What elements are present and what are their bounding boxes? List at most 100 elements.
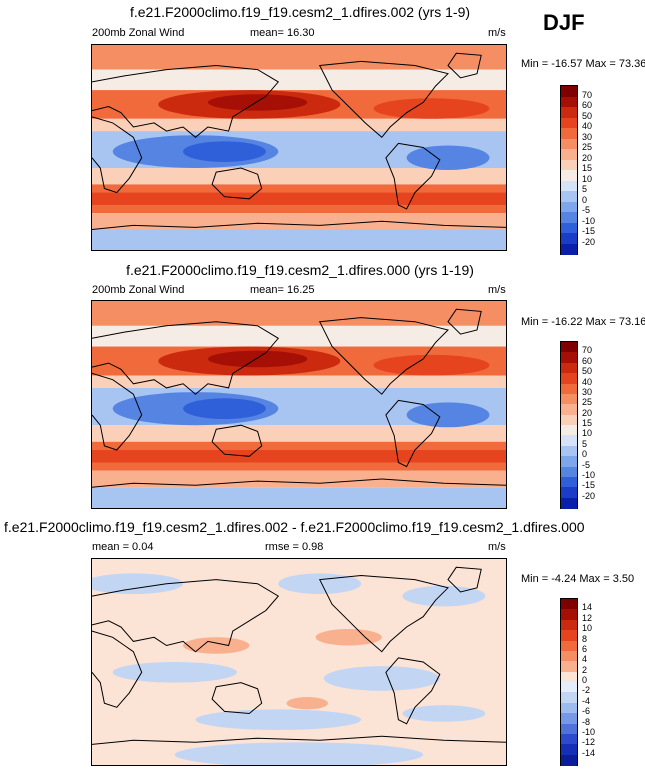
southern-jet bbox=[92, 450, 506, 463]
panel-2-variable-label: 200mb Zonal Wind bbox=[92, 284, 185, 296]
colorbar-tick-label: 5 bbox=[582, 184, 588, 194]
coastline bbox=[211, 167, 263, 200]
colorbar-tick-label: 25 bbox=[582, 397, 593, 408]
colorbar-tick-label: 70 bbox=[582, 345, 593, 356]
colorbar-tick-label: 50 bbox=[582, 110, 593, 121]
colorbar-tick-label: 60 bbox=[582, 100, 593, 110]
colorbar-swatch bbox=[561, 212, 577, 223]
panel-1-title: f.e21.F2000climo.f19_f19.cesm2_1.dfires.… bbox=[129, 4, 471, 20]
colorbar-tick-label: -20 bbox=[582, 236, 596, 247]
colorbar-swatch bbox=[561, 456, 577, 467]
colorbar-tick-label: 14 bbox=[582, 602, 593, 613]
panel-1-mean-label: mean= 16.30 bbox=[250, 27, 315, 39]
panel-3-mean-label: mean = 0.04 bbox=[92, 541, 154, 553]
colorbar-tick-label: 10 bbox=[582, 623, 593, 634]
colorbar-swatch bbox=[561, 191, 577, 202]
colorbar-swatch bbox=[561, 362, 577, 374]
colorbar-swatch bbox=[561, 86, 577, 97]
colorbar-swatch bbox=[561, 373, 577, 384]
colorbar-swatch bbox=[561, 744, 577, 756]
colorbar-tick-label: 10 bbox=[582, 173, 593, 184]
coastline bbox=[211, 424, 263, 457]
panel-2-map-graphic bbox=[92, 301, 506, 508]
anomaly-region bbox=[286, 697, 328, 710]
panel-3-minmax: Min = -4.24 Max = 3.50 bbox=[521, 573, 635, 585]
colorbar-tick-label: 30 bbox=[582, 386, 593, 397]
panel-3-rmse-label: rmse = 0.98 bbox=[265, 541, 324, 553]
coastline bbox=[318, 60, 449, 139]
colorbar-tick-label: -5 bbox=[582, 205, 591, 215]
panel-2-title: f.e21.F2000climo.f19_f19.cesm2_1.dfires.… bbox=[126, 262, 474, 278]
coastline bbox=[92, 116, 143, 194]
wind-band bbox=[92, 425, 506, 442]
wind-band bbox=[92, 69, 506, 91]
colorbar-tick-label: 10 bbox=[582, 428, 593, 439]
colorbar-tick-label: 0 bbox=[582, 675, 588, 685]
season-label: DJF bbox=[543, 10, 585, 35]
wind-band bbox=[92, 325, 506, 347]
colorbar-swatch bbox=[561, 661, 577, 673]
colorbar-swatch bbox=[561, 233, 577, 244]
colorbar-tick-label: 2 bbox=[582, 664, 588, 675]
colorbar-tick-label: -4 bbox=[582, 695, 591, 706]
colorbar-swatch bbox=[561, 630, 577, 641]
colorbar-tick-label: -15 bbox=[582, 480, 596, 491]
colorbar-swatch bbox=[561, 342, 577, 353]
colorbar-swatch bbox=[561, 692, 577, 704]
coastline bbox=[385, 399, 441, 468]
colorbar-tick-label: -5 bbox=[582, 459, 591, 470]
colorbar-swatch bbox=[561, 149, 577, 160]
anomaly-region bbox=[323, 666, 440, 691]
atlantic-easterlies bbox=[406, 145, 490, 171]
colorbar-swatch bbox=[561, 754, 577, 766]
panel-2-minmax: Min = -16.22 Max = 73.16 bbox=[521, 316, 645, 328]
colorbar-swatch bbox=[561, 243, 577, 255]
panel-1-variable-label: 200mb Zonal Wind bbox=[92, 27, 185, 39]
colorbar-tick-label: -6 bbox=[582, 706, 591, 717]
panel-1-units-label: m/s bbox=[488, 27, 506, 39]
colorbar-swatch bbox=[561, 128, 577, 139]
coastline bbox=[92, 220, 506, 230]
colorbar-swatch bbox=[561, 352, 577, 364]
colorbar-swatch bbox=[561, 180, 577, 192]
colorbar-swatch bbox=[561, 702, 577, 714]
colorbar-swatch bbox=[561, 117, 577, 129]
colorbar-tick-label: -8 bbox=[582, 716, 591, 727]
wind-band bbox=[92, 301, 506, 326]
panel-2-mean-label: mean= 16.25 bbox=[250, 284, 315, 296]
colorbar-swatch bbox=[561, 96, 577, 108]
anomaly-region bbox=[112, 662, 237, 683]
colorbar-tick-label: 40 bbox=[582, 376, 593, 387]
anomaly-region bbox=[195, 709, 362, 730]
colorbar-tick-label: 5 bbox=[582, 438, 588, 449]
wind-band bbox=[92, 229, 506, 250]
colorbar-tick-label: 70 bbox=[582, 89, 593, 100]
colorbar-swatch bbox=[561, 414, 577, 426]
coastline bbox=[385, 142, 441, 210]
panel-1-map bbox=[91, 44, 507, 251]
atlantic-jet bbox=[373, 98, 490, 119]
colorbar-tick-label: 60 bbox=[582, 355, 593, 366]
colorbar-swatch bbox=[561, 138, 577, 150]
colorbar-tick-label: 15 bbox=[582, 418, 593, 428]
colorbar-tick-label: -2 bbox=[582, 685, 591, 696]
coastline bbox=[92, 735, 506, 745]
colorbar-swatch bbox=[561, 487, 577, 499]
coastline bbox=[447, 308, 482, 335]
colorbar-tick-label: -15 bbox=[582, 226, 596, 236]
colorbar-swatch bbox=[561, 170, 577, 181]
colorbar-tick-label: -10 bbox=[582, 726, 596, 737]
colorbar-swatch bbox=[561, 599, 577, 610]
coastline bbox=[211, 682, 263, 715]
colorbar-swatch bbox=[561, 609, 577, 621]
colorbar-tick-label: 12 bbox=[582, 612, 593, 623]
colorbar-swatch bbox=[561, 476, 577, 488]
colorbar-tick-label: 0 bbox=[582, 449, 588, 460]
panel-2-map bbox=[91, 300, 507, 509]
wind-band bbox=[92, 168, 506, 185]
colorbar-tick-label: -14 bbox=[582, 747, 596, 758]
colorbar-tick-label: -10 bbox=[582, 215, 596, 226]
coastline bbox=[92, 579, 280, 653]
panel-1-minmax: Min = -16.57 Max = 73.36 bbox=[521, 58, 645, 70]
anomaly-region bbox=[315, 629, 382, 646]
